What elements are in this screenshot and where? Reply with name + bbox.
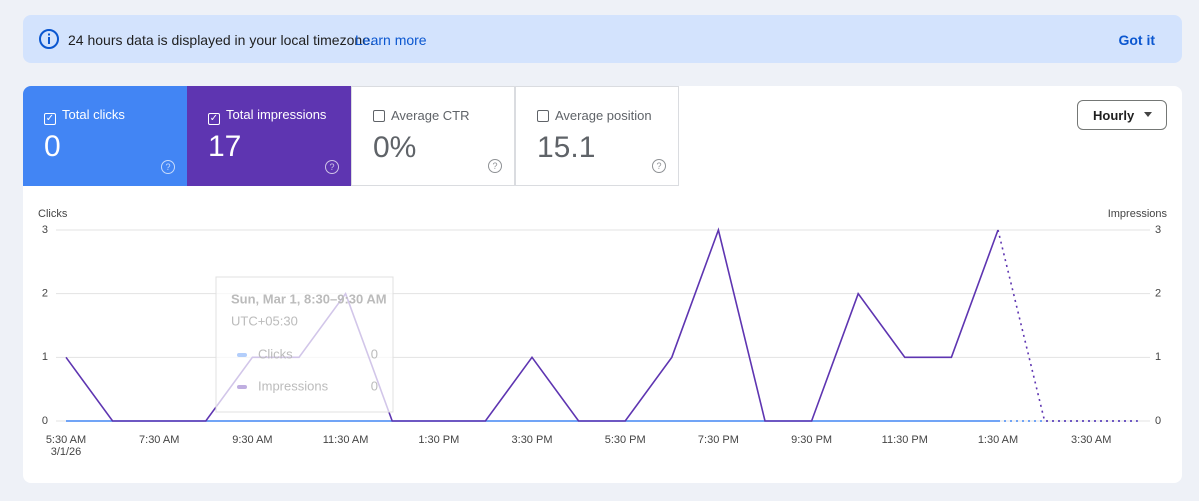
x-tick-label: 5:30 AM <box>46 434 86 446</box>
tooltip-row-name: Impressions <box>258 378 329 393</box>
metric-card[interactable]: Average CTR 0%? <box>351 86 515 186</box>
banner: 24 hours data is displayed in your local… <box>23 15 1182 63</box>
x-tick-label: 3:30 AM <box>1071 434 1111 446</box>
metric-value: 17 <box>208 130 242 163</box>
y-tick-label: 3 <box>42 224 48 236</box>
banner-message: 24 hours data is displayed in your local… <box>68 32 374 48</box>
y-axis-title: Clicks <box>38 208 68 220</box>
help-icon[interactable]: ? <box>325 160 339 174</box>
y2-axis-title: Impressions <box>1108 208 1168 220</box>
y2-tick-label: 2 <box>1155 288 1161 300</box>
tooltip-swatch <box>237 353 247 357</box>
metric-label: Average position <box>537 108 652 123</box>
help-icon[interactable]: ? <box>488 159 502 173</box>
metric-label: ✓ Total impressions <box>208 107 326 125</box>
dropdown[interactable]: Hourly <box>1077 100 1167 130</box>
x-tick-label: 1:30 PM <box>418 434 459 446</box>
tooltip-row-value: 0 <box>371 346 378 361</box>
metric-label: Average CTR <box>373 108 470 123</box>
checkbox[interactable]: ✓ <box>44 113 56 125</box>
x-tick-label: 11:30 PM <box>882 434 928 446</box>
metric-label: ✓ Total clicks <box>44 107 125 125</box>
dropdown-label: Hourly <box>1093 108 1135 123</box>
metric-name: Average position <box>555 108 652 123</box>
panel: ✓ Total clicks 0? ✓ Total impressions 17? Aver… <box>23 86 1182 483</box>
tooltip-row-value: 0 <box>371 378 378 393</box>
y2-tick-label: 3 <box>1155 224 1161 236</box>
metric-value: 0 <box>44 130 61 163</box>
metric-value: 15.1 <box>537 131 596 164</box>
checkbox[interactable] <box>373 110 385 122</box>
checkbox[interactable]: ✓ <box>208 113 220 125</box>
got-it[interactable]: Got it <box>1118 32 1155 48</box>
checkbox[interactable] <box>537 110 549 122</box>
tooltip-title: Sun, Mar 1, 8:30–9:30 AM <box>231 291 387 306</box>
tooltip-row-name: Clicks <box>258 346 293 361</box>
tooltip: Sun, Mar 1, 8:30–9:30 AM UTC+05:30 Clicks 0… <box>215 276 394 413</box>
series-line <box>65 227 999 422</box>
x-tick-label: 7:30 PM <box>698 434 739 446</box>
caret <box>1144 112 1152 121</box>
x-date-label: 3/1/26 <box>51 446 82 458</box>
learn-more[interactable]: Learn more <box>355 32 427 48</box>
y-tick-label: 0 <box>42 415 48 427</box>
metric-name: Total impressions <box>226 107 327 122</box>
y-tick-label: 1 <box>42 351 48 363</box>
x-tick-label: 1:30 AM <box>978 434 1018 446</box>
y2-tick-label: 0 <box>1155 415 1161 427</box>
metric-name: Total clicks <box>62 107 125 122</box>
help-icon[interactable]: ? <box>652 159 666 173</box>
metric-card[interactable]: ✓ Total clicks 0? <box>23 86 187 186</box>
metric-card[interactable]: Average position 15.1? <box>515 86 679 186</box>
tooltip-subtitle: UTC+05:30 <box>231 313 298 328</box>
x-tick-label: 3:30 PM <box>512 434 553 446</box>
info-icon <box>39 29 59 49</box>
x-tick-label: 11:30 AM <box>323 434 369 446</box>
series-line <box>997 229 1138 422</box>
metric-value: 0% <box>373 131 417 164</box>
x-tick-label: 5:30 PM <box>605 434 646 446</box>
y2-tick-label: 1 <box>1155 351 1161 363</box>
x-tick-label: 9:30 PM <box>791 434 832 446</box>
help-icon[interactable]: ? <box>161 160 175 174</box>
metric-name: Average CTR <box>391 108 470 123</box>
y-tick-label: 2 <box>42 288 48 300</box>
tooltip-box <box>215 276 394 413</box>
tooltip-swatch <box>237 385 247 389</box>
metric-card[interactable]: ✓ Total impressions 17? <box>187 86 351 186</box>
x-tick-label: 9:30 AM <box>232 434 272 446</box>
x-tick-label: 7:30 AM <box>139 434 179 446</box>
